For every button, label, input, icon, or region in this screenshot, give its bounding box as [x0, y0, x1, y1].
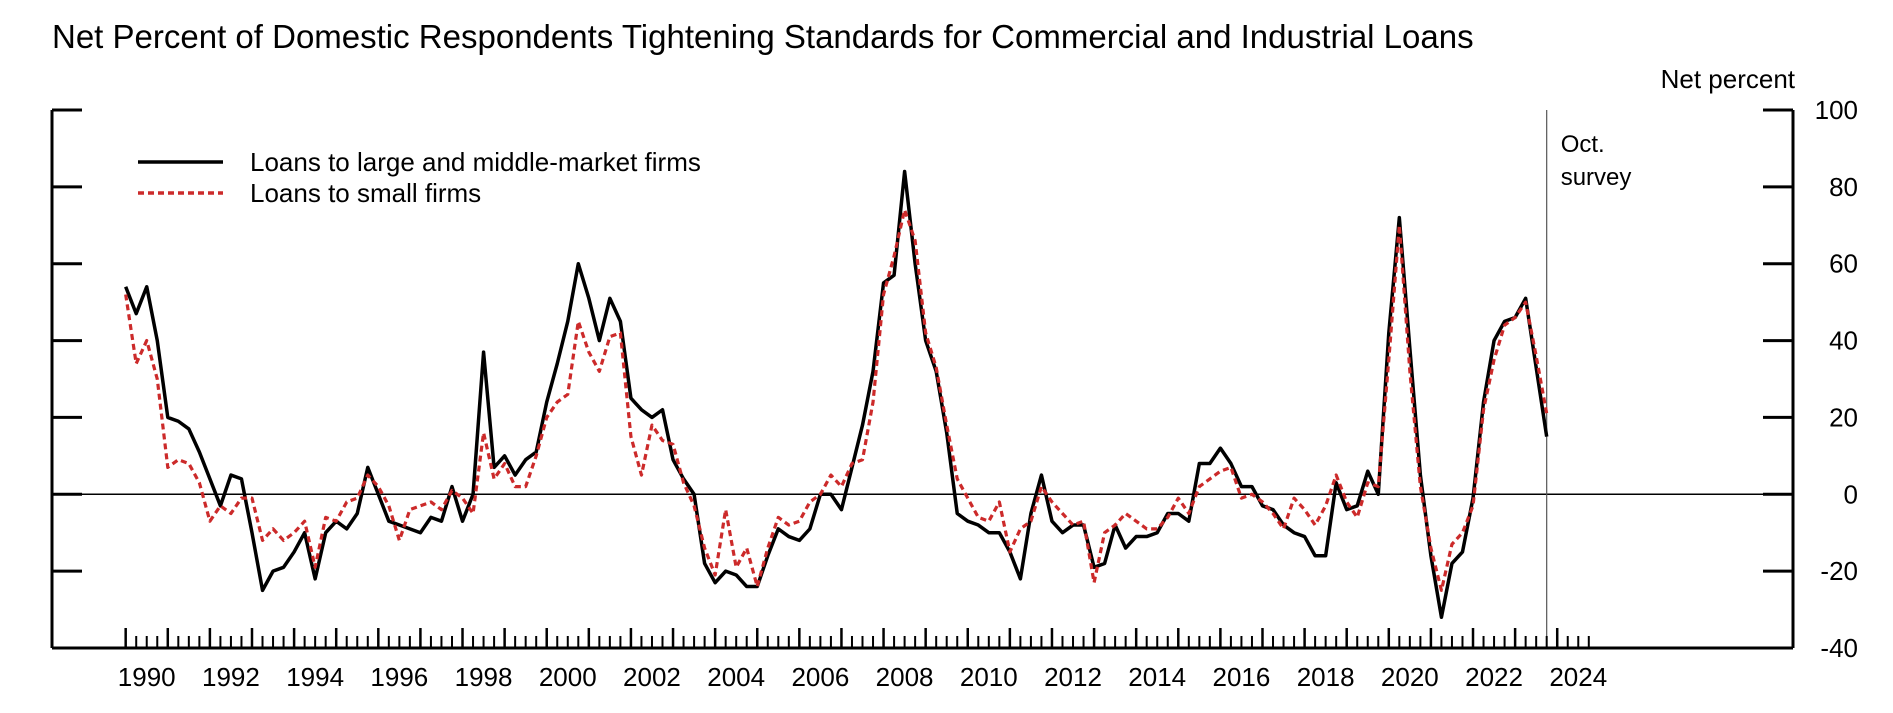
x-tick-label: 2020 — [1381, 662, 1439, 692]
x-tick-label: 1996 — [370, 662, 428, 692]
x-tick-label: 1992 — [202, 662, 260, 692]
x-tick-label: 2006 — [791, 662, 849, 692]
y-tick-label: 60 — [1829, 249, 1858, 279]
x-tick-label: 1990 — [118, 662, 176, 692]
x-tick-label: 2022 — [1465, 662, 1523, 692]
x-tick-label: 2018 — [1297, 662, 1355, 692]
legend-label: Loans to small firms — [250, 178, 481, 208]
chart-title: Net Percent of Domestic Respondents Tigh… — [52, 18, 1474, 55]
axes-layer: Oct. survey — [50, 110, 1795, 650]
annotation-text: survey — [1561, 164, 1632, 191]
annotation-text: Oct. — [1561, 131, 1605, 158]
x-tick-label: 2008 — [876, 662, 934, 692]
y-tick-label: 40 — [1829, 326, 1858, 356]
series-line-small-firms — [124, 208, 1549, 592]
ticks-layer: -40 -20 0 20 40 60 80 100 1990 1992 1994 1996 1998 20… — [52, 95, 1858, 692]
y-tick-label: 0 — [1844, 479, 1858, 509]
series-line-large-middle-market — [124, 169, 1549, 620]
y-tick-label: 100 — [1815, 95, 1858, 125]
x-tick-label: 2010 — [960, 662, 1018, 692]
x-tick-label: 1998 — [455, 662, 513, 692]
x-tick-label: 2002 — [623, 662, 681, 692]
legend-label: Loans to large and middle-market firms — [250, 147, 701, 177]
y-axis-label: Net percent — [1661, 64, 1796, 94]
x-tick-label: 2012 — [1044, 662, 1102, 692]
y-tick-label: 20 — [1829, 402, 1858, 432]
x-tick-label: 2016 — [1213, 662, 1271, 692]
x-tick-label: 2000 — [539, 662, 597, 692]
x-tick-label: 2014 — [1128, 662, 1186, 692]
y-tick-label: 80 — [1829, 172, 1858, 202]
x-tick-label: 2024 — [1549, 662, 1607, 692]
y-tick-label: -20 — [1820, 556, 1858, 586]
series-layer — [124, 169, 1549, 620]
x-tick-label: 2004 — [707, 662, 765, 692]
y-tick-label: -40 — [1820, 633, 1858, 663]
x-tick-label: 1994 — [286, 662, 344, 692]
legend: Loans to large and middle-market firmsLo… — [138, 147, 701, 208]
